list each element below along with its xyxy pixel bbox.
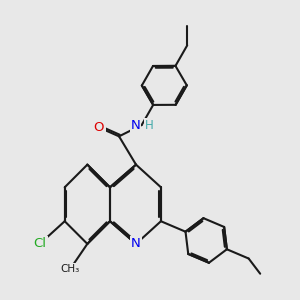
Text: CH₃: CH₃ — [61, 264, 80, 274]
Text: N: N — [131, 118, 140, 131]
Text: O: O — [93, 121, 104, 134]
Text: Cl: Cl — [33, 237, 46, 250]
Text: H: H — [145, 118, 153, 131]
Text: N: N — [131, 237, 141, 250]
